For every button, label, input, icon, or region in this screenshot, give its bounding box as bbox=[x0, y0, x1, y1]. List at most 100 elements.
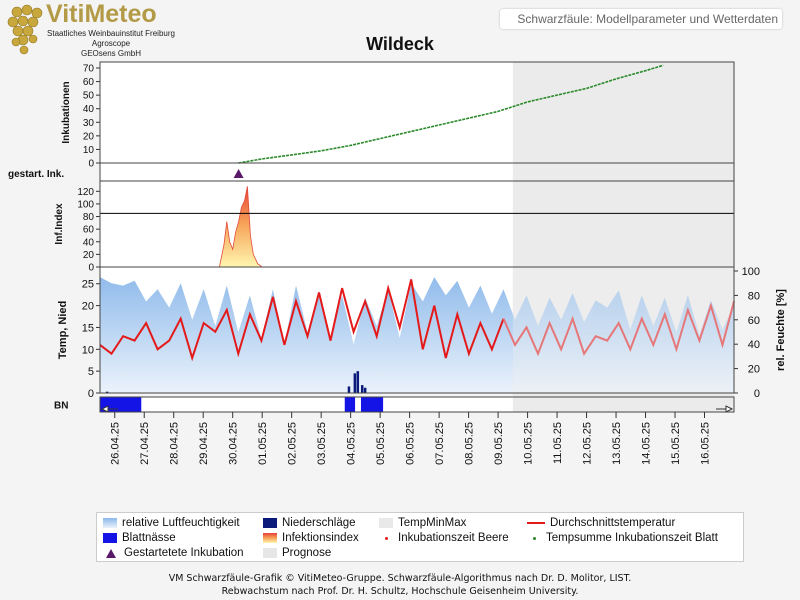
precipitation-bar bbox=[353, 373, 357, 393]
humidity-ytick-label: 80 bbox=[748, 290, 760, 302]
legend-label: Tempsumme Inkubationszeit Blatt bbox=[546, 532, 718, 544]
legend-item: relative Luftfeuchtigkeit bbox=[103, 516, 240, 530]
inc-ytick-label: 50 bbox=[83, 91, 95, 102]
inc-ytick-label: 0 bbox=[88, 159, 94, 170]
humidity-area bbox=[100, 277, 734, 393]
x-tick-label: 14.05.25 bbox=[641, 422, 653, 465]
legend-label: Niederschläge bbox=[282, 517, 356, 529]
temperature-forecast-line bbox=[502, 300, 735, 357]
legend-item: Tempsumme Inkubationszeit Blatt bbox=[527, 531, 718, 545]
x-tick-label: 08.05.25 bbox=[464, 422, 476, 465]
line-swatch-icon bbox=[527, 522, 545, 524]
legend-label: Blattnässe bbox=[122, 532, 176, 544]
precipitation-bar bbox=[347, 386, 351, 393]
legend-label: Durchschnittstemperatur bbox=[550, 517, 676, 529]
inf-ytick-label: 0 bbox=[88, 263, 94, 274]
temp-ylabel: Temp, Nied bbox=[57, 301, 69, 359]
dot-swatch-icon bbox=[533, 536, 536, 540]
logo-line-2: Agroscope bbox=[91, 39, 131, 48]
inf-ylabel: Inf.Index bbox=[54, 203, 65, 245]
x-tick-label: 29.04.25 bbox=[198, 422, 210, 465]
inc-ytick-label: 40 bbox=[83, 104, 95, 115]
x-tick-label: 27.04.25 bbox=[139, 422, 151, 465]
inf-ytick-label: 40 bbox=[83, 237, 95, 248]
x-tick-label: 11.05.25 bbox=[552, 422, 564, 464]
inf-ytick-label: 20 bbox=[83, 250, 95, 261]
legend-label: Prognose bbox=[282, 547, 332, 559]
precipitation-bar bbox=[360, 385, 364, 393]
x-tick-label: 30.04.25 bbox=[228, 422, 240, 465]
x-tick-label: 10.05.25 bbox=[523, 422, 535, 465]
leaf-wetness-bar bbox=[360, 397, 384, 412]
legend-item: Durchschnittstemperatur bbox=[527, 516, 675, 530]
tempminmax-swatch-icon bbox=[379, 518, 393, 528]
triangle-swatch-icon bbox=[106, 548, 116, 558]
forecast-overlay bbox=[512, 267, 734, 393]
inc-ytick-label: 10 bbox=[83, 145, 95, 156]
chart-title: Wildeck bbox=[366, 34, 434, 54]
temp-ytick-label: 15 bbox=[82, 322, 94, 334]
precipitation-bar bbox=[105, 391, 109, 393]
logo-title: VitiMeteo bbox=[46, 0, 157, 28]
infection-swatch-icon bbox=[263, 533, 277, 543]
legend: relative Luftfeuchtigkeit Niederschläge Te… bbox=[96, 512, 744, 562]
legend-item: Blattnässe bbox=[103, 531, 176, 545]
temperature-line bbox=[99, 279, 505, 362]
legend-item: Prognose bbox=[263, 546, 331, 560]
legend-label: Inkubationszeit Beere bbox=[398, 532, 509, 544]
inc-ylabel: Inkubationen bbox=[61, 81, 72, 143]
inc-ytick-label: 20 bbox=[83, 131, 95, 142]
x-tick-label: 28.04.25 bbox=[169, 422, 181, 465]
legend-item: TempMinMax bbox=[379, 516, 466, 530]
grape-logo-icon bbox=[7, 4, 43, 55]
inf-ytick-label: 120 bbox=[77, 187, 94, 198]
inf-ytick-label: 80 bbox=[83, 212, 95, 223]
humidity-ytick-label: 20 bbox=[748, 364, 760, 376]
x-tick-label: 13.05.25 bbox=[611, 422, 623, 465]
inc-ytick-label: 30 bbox=[83, 118, 95, 129]
x-tick-label: 06.05.25 bbox=[405, 422, 417, 465]
leaf-wetness-ylabel: BN bbox=[54, 401, 68, 412]
x-tick-label: 02.05.25 bbox=[287, 422, 299, 465]
leaf-wetness-bar bbox=[100, 397, 142, 412]
humidity-ytick-label: 0 bbox=[754, 388, 760, 400]
precipitation-bar bbox=[356, 371, 360, 393]
started-incubation-marker bbox=[233, 169, 244, 178]
legend-label: relative Luftfeuchtigkeit bbox=[122, 517, 240, 529]
leafwet-swatch-icon bbox=[103, 533, 117, 543]
humidity-ylabel: rel. Feuchte [%] bbox=[775, 289, 787, 371]
forecast-swatch-icon bbox=[263, 548, 277, 558]
scroll-right-icon bbox=[716, 405, 734, 413]
legend-item: Niederschläge bbox=[263, 516, 356, 530]
precip-swatch-icon bbox=[263, 518, 277, 528]
x-tick-label: 07.05.25 bbox=[434, 422, 446, 465]
logo-line-1: Staatliches Weinbauinstitut Freiburg bbox=[47, 29, 175, 38]
started-inc-ylabel: gestart. Ink. bbox=[8, 169, 64, 180]
leaf-wetness-bar bbox=[344, 397, 356, 412]
header-label: Schwarzfäule: Modellparameter und Wetter… bbox=[500, 9, 782, 29]
panel-border-bn bbox=[99, 396, 735, 413]
footer-line-2: Rebwachstum nach Prof. Dr. H. Schultz, H… bbox=[221, 586, 579, 597]
footer: VM Schwarzfäule-Grafik © VitiMeteo-Grupp… bbox=[0, 572, 800, 598]
inc-ytick-label: 70 bbox=[83, 64, 95, 75]
temp-ytick-label: 25 bbox=[82, 279, 94, 291]
x-tick-label: 26.04.25 bbox=[110, 422, 122, 465]
legend-label: TempMinMax bbox=[398, 517, 467, 529]
temp-ytick-label: 10 bbox=[82, 344, 94, 356]
logo-line-3: GEOsens GmbH bbox=[80, 49, 141, 58]
humidity-ytick-label: 100 bbox=[742, 266, 760, 278]
humidity-ytick-label: 40 bbox=[748, 339, 760, 351]
humidity-swatch-icon bbox=[103, 518, 117, 528]
temp-ytick-label: 5 bbox=[88, 366, 94, 378]
precipitation-bar bbox=[363, 387, 367, 393]
x-tick-label: 01.05.25 bbox=[257, 422, 269, 465]
footer-line-1: VM Schwarzfäule-Grafik © VitiMeteo-Grupp… bbox=[168, 573, 632, 584]
dot-swatch-icon bbox=[385, 536, 388, 540]
legend-item: Inkubationszeit Beere bbox=[379, 531, 509, 545]
legend-label: Gestartetete Inkubation bbox=[124, 547, 244, 559]
x-tick-label: 16.05.25 bbox=[700, 422, 712, 465]
scroll-left-icon bbox=[100, 405, 118, 413]
incubation-line bbox=[238, 64, 664, 164]
inf-ytick-label: 60 bbox=[83, 225, 95, 236]
